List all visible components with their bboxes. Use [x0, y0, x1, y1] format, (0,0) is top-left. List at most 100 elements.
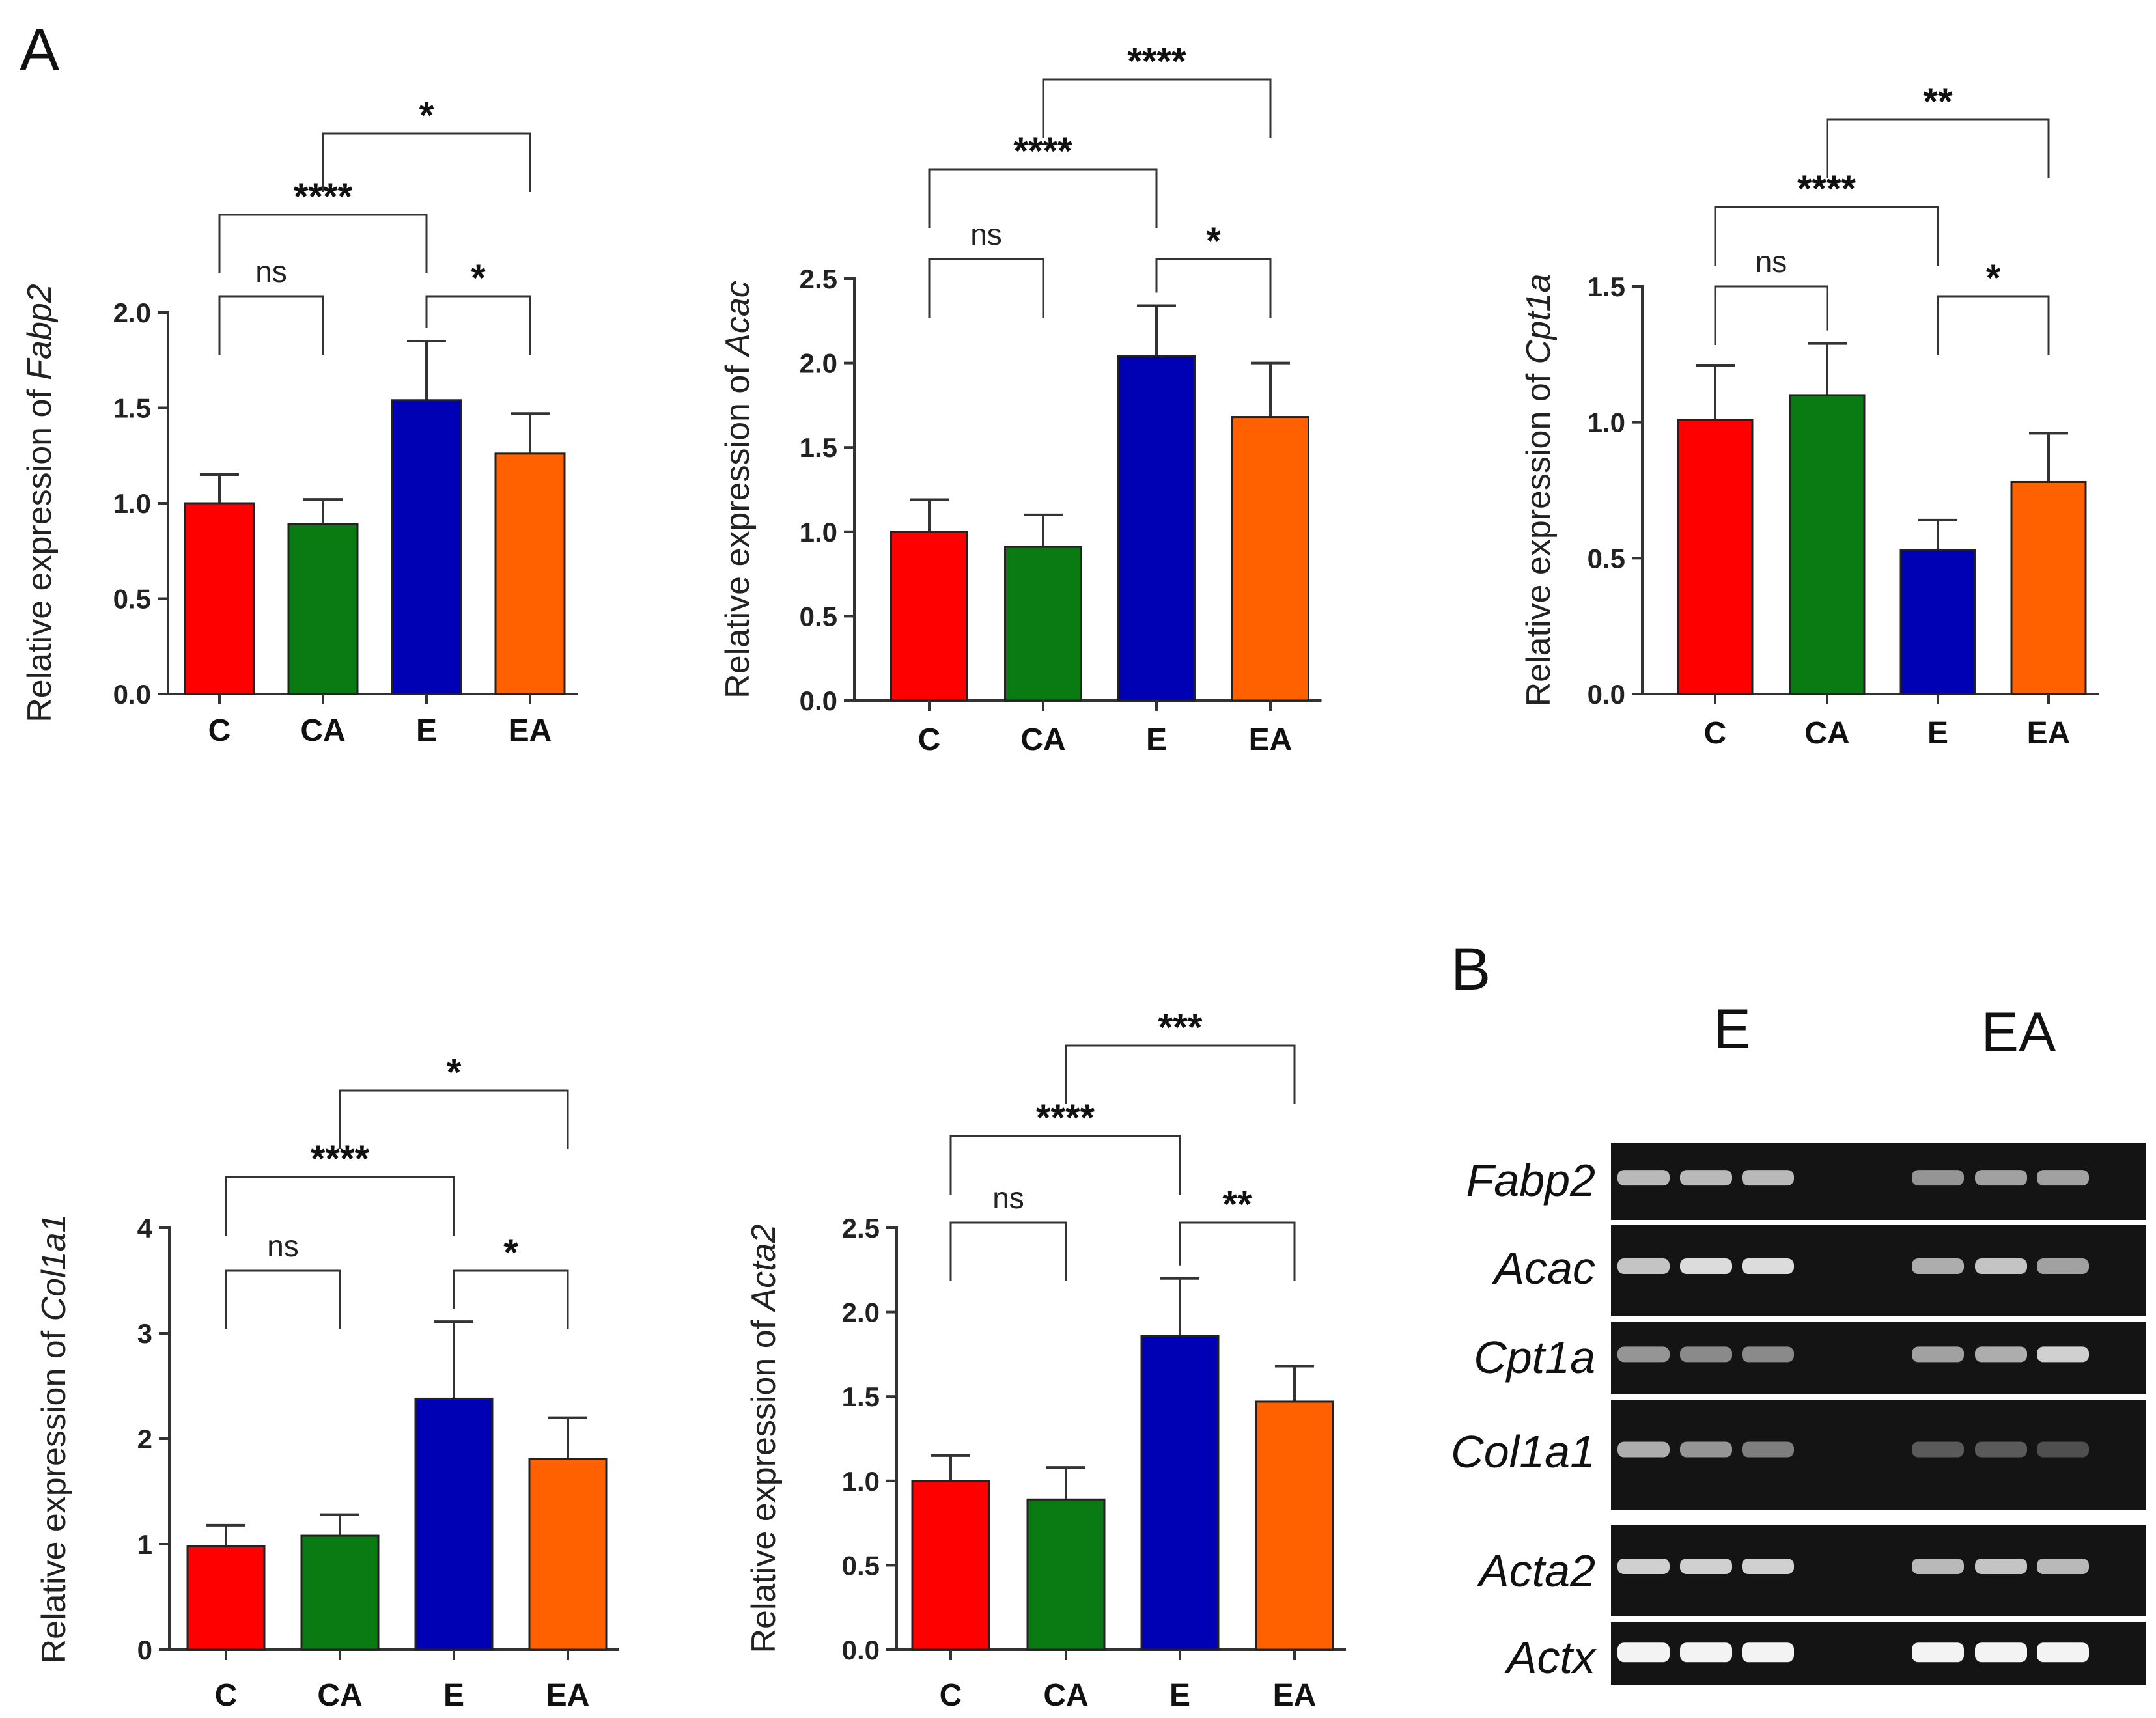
y-axis-label-prefix: Relative expression of [21, 380, 59, 723]
significance-bracket [425, 295, 531, 355]
x-tick-label: EA [1273, 1678, 1317, 1713]
panel-label-a: A [20, 17, 60, 83]
bar-ca [300, 1534, 380, 1651]
gel-band [1742, 1170, 1794, 1186]
y-tick-label: 0.5 [842, 1550, 880, 1581]
significance-label: * [447, 1051, 462, 1094]
y-tick-label: 1.0 [113, 488, 151, 519]
x-tick-label: E [1169, 1678, 1190, 1713]
significance-bracket [453, 1269, 569, 1329]
y-axis-label: Relative expression of Acta2 [745, 1224, 783, 1653]
gel-band [1912, 1258, 1964, 1274]
gel-band [2037, 1559, 2089, 1574]
x-tick-label: EA [509, 714, 552, 748]
significance-label: * [471, 257, 486, 299]
bar-e [414, 1397, 494, 1651]
gel-band [1617, 1170, 1670, 1186]
gel-band [1912, 1346, 1964, 1363]
x-tick-label: E [1927, 716, 1948, 751]
gel-band [2037, 1642, 2089, 1663]
y-tick-label: 2.5 [842, 1213, 880, 1243]
gel-band [1975, 1559, 2027, 1574]
significance-bracket [225, 1269, 341, 1329]
significance-bracket [218, 295, 324, 355]
y-tick-label: 2.0 [800, 348, 837, 379]
gel-gene-label: Cpt1a [1474, 1332, 1595, 1383]
bar-e [1899, 549, 1976, 695]
x-tick-label: CA [1020, 723, 1065, 757]
y-axis-label-prefix: Relative expression of [719, 356, 757, 699]
gel-band [1742, 1441, 1794, 1458]
y-tick-label: 3 [137, 1318, 152, 1349]
significance-bracket [225, 1176, 455, 1236]
x-tick-label: C [1704, 716, 1727, 751]
gel-lane-label-e: E [1713, 998, 1750, 1060]
y-tick-label: 2.0 [113, 298, 151, 328]
bar-ca [1026, 1498, 1106, 1651]
chart-cpt1a: 0.0 0.5 1.0 1.5 Relative expression of Cpt1a… [1520, 81, 2099, 751]
significance-bracket [339, 1089, 569, 1149]
gel-gene-label: Actx [1504, 1632, 1597, 1683]
gel-band [2037, 1170, 2089, 1186]
gel-band [1975, 1642, 2027, 1663]
bar-c [1677, 418, 1754, 695]
bar-ea [2010, 480, 2087, 695]
x-tick-label: C [940, 1678, 962, 1713]
x-tick-label: CA [300, 714, 345, 748]
chart-fabp2: 0.0 0.5 1.0 1.5 2.0 Relative expression of Fa… [21, 94, 578, 748]
gel-gene-label: Col1a1 [1451, 1426, 1595, 1477]
y-tick-label: 0 [137, 1635, 152, 1665]
significance-label: *** [1158, 1006, 1203, 1049]
gel-panel: E EA Fabp2 Acac Cpt1a Col1a1 Acta2 Actx [1451, 998, 2146, 1685]
y-tick-label: 1.0 [800, 517, 837, 547]
y-tick-label: 1.5 [800, 432, 837, 463]
y-tick-label: 0.0 [800, 686, 837, 716]
y-tick-label: 0.0 [1588, 679, 1625, 710]
significance-label: * [503, 1232, 518, 1274]
gel-band [2037, 1441, 2089, 1458]
bar-ea [528, 1458, 608, 1651]
significance-label: ns [970, 217, 1002, 251]
y-tick-label: 1 [137, 1529, 152, 1560]
gel-band [1912, 1170, 1964, 1186]
y-axis-label-prefix: Relative expression of [1520, 364, 1558, 706]
gel-band [1617, 1559, 1670, 1574]
significance-bracket [928, 258, 1044, 318]
x-tick-label: CA [317, 1678, 362, 1713]
gel-band [1617, 1642, 1670, 1663]
significance-bracket [322, 132, 531, 192]
panel-label-b: B [1451, 936, 1491, 1003]
bar-c [184, 502, 255, 695]
y-axis-label-gene: Cpt1a [1520, 274, 1558, 365]
gel-band [1680, 1559, 1732, 1574]
significance-label: * [1986, 257, 2001, 299]
significance-label: ** [1923, 81, 1953, 123]
significance-label: * [1206, 220, 1221, 262]
x-tick-label: C [208, 714, 231, 748]
gel-band [1680, 1441, 1732, 1458]
y-tick-label: 1.0 [1588, 408, 1625, 438]
gel-band [1680, 1170, 1732, 1186]
y-tick-label: 1.5 [113, 393, 151, 424]
gel-band [1742, 1559, 1794, 1574]
significance-bracket [1714, 285, 1828, 345]
y-tick-label: 0.5 [800, 601, 837, 631]
gel-band [1742, 1642, 1794, 1663]
bar-ca [287, 523, 359, 695]
significance-label: ns [1756, 245, 1787, 279]
gel-band [1912, 1642, 1964, 1663]
x-tick-label: EA [546, 1678, 590, 1713]
y-axis-label-gene: Acta2 [745, 1224, 783, 1312]
y-axis-label: Relative expression of Cpt1a [1520, 274, 1558, 707]
significance-bracket [928, 168, 1158, 228]
gel-band [1680, 1642, 1732, 1663]
gel-band [1742, 1258, 1794, 1274]
gel-band [1975, 1441, 2027, 1458]
x-tick-label: CA [1804, 716, 1849, 751]
significance-bracket [949, 1135, 1181, 1195]
y-tick-label: 2.5 [800, 264, 837, 294]
y-tick-label: 0.0 [113, 679, 151, 710]
x-tick-label: EA [2027, 716, 2071, 751]
significance-bracket [949, 1221, 1067, 1281]
